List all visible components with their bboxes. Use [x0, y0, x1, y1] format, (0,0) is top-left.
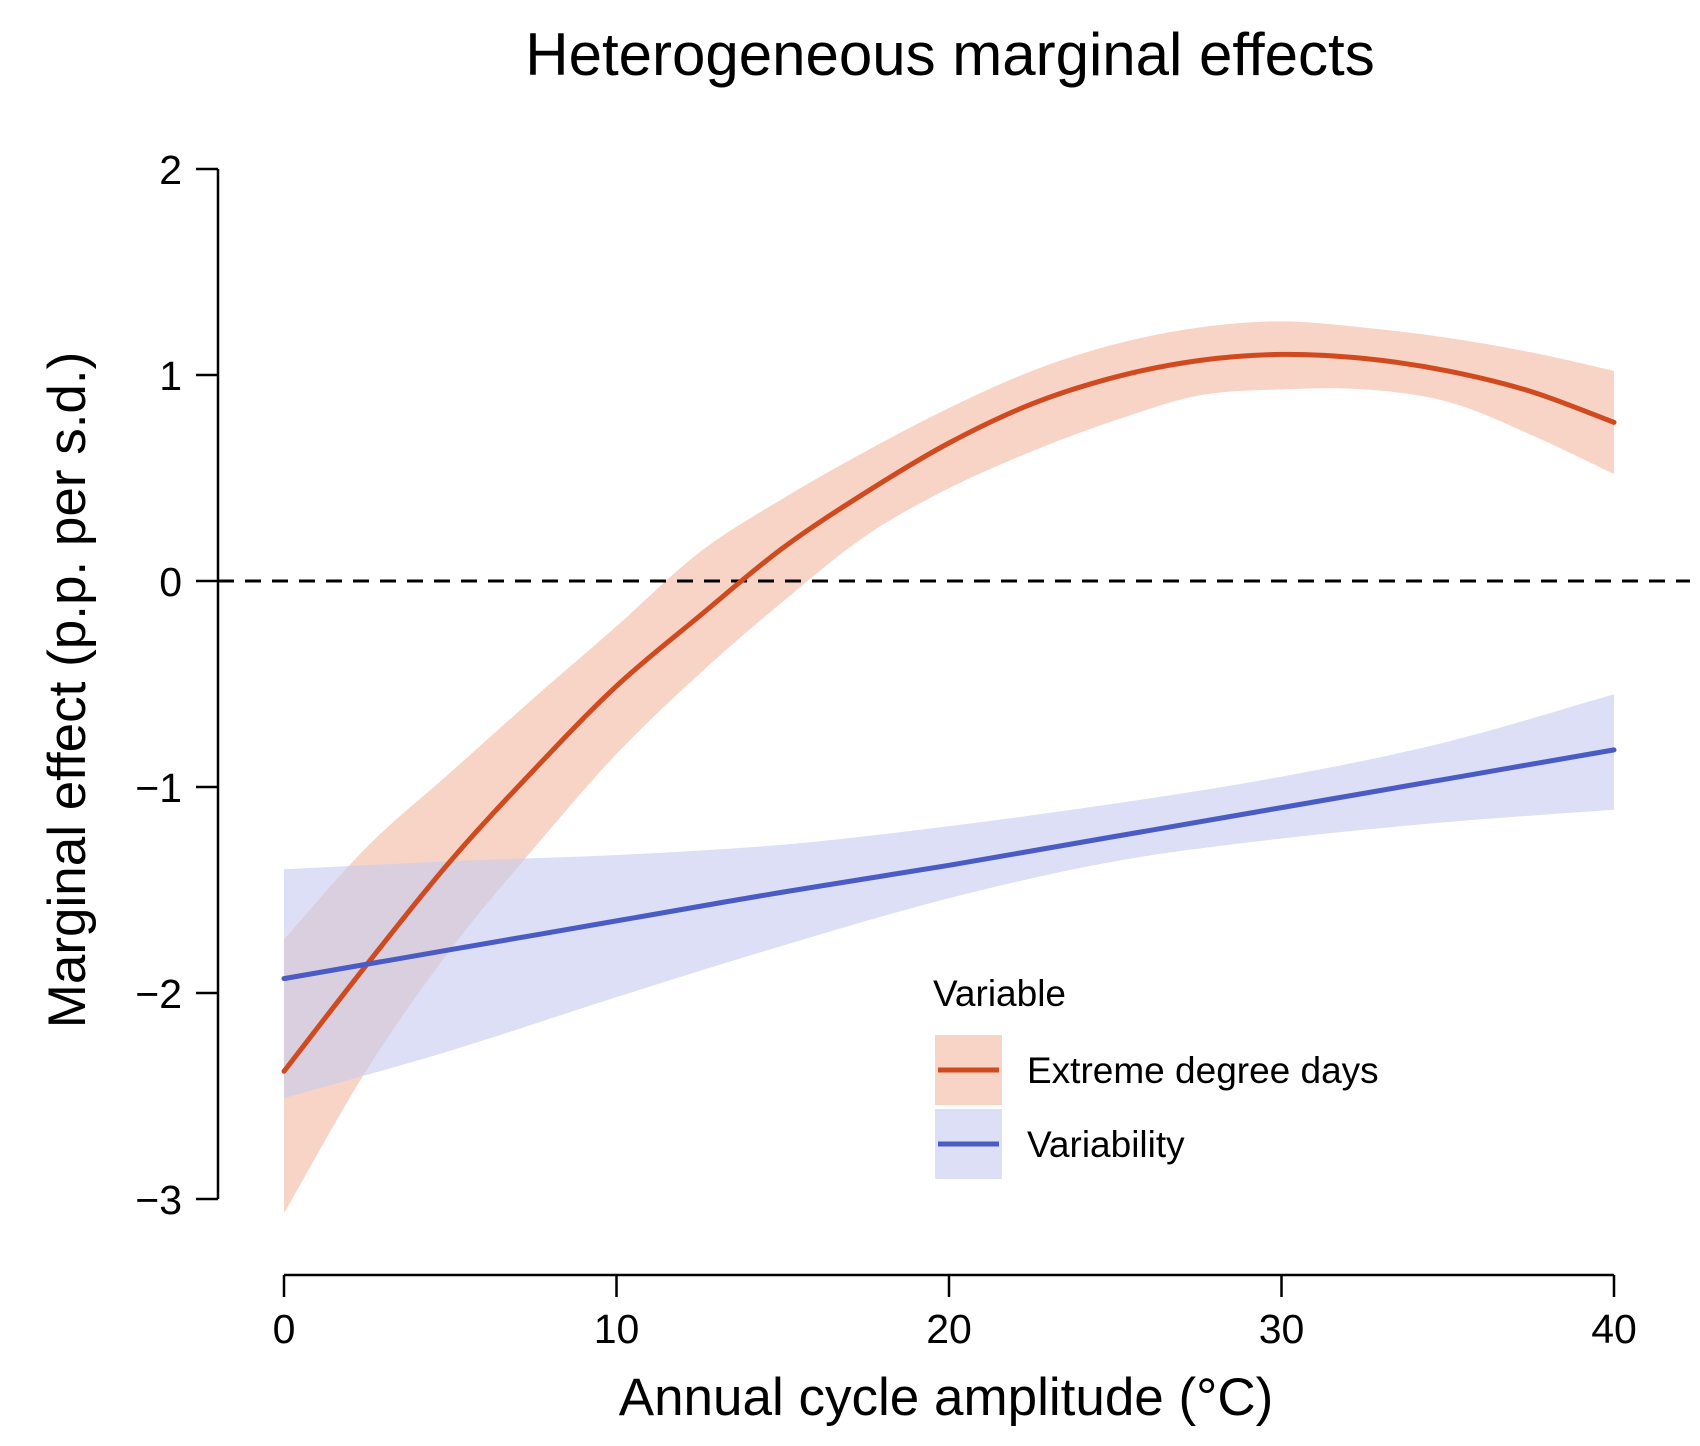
confidence-bands	[284, 321, 1614, 1214]
legend: Variable Extreme degree days Variability	[933, 973, 1379, 1179]
y-tick-label: −3	[135, 1177, 182, 1223]
confidence-band-variability	[284, 694, 1614, 1099]
x-axis-label: Annual cycle amplitude (°C)	[619, 1368, 1274, 1427]
x-tick-label: 10	[594, 1306, 640, 1352]
y-axis: −3 −2 −1 0 1 2	[135, 147, 220, 1223]
y-axis-label: Marginal effect (p.p. per s.d.)	[38, 352, 97, 1029]
y-tick-label: −2	[135, 971, 182, 1017]
x-tick-label: 20	[926, 1306, 972, 1352]
legend-items: Extreme degree days Variability	[935, 1035, 1379, 1179]
legend-title: Variable	[933, 973, 1066, 1014]
y-tick-label: 2	[159, 147, 182, 193]
series-lines	[281, 351, 1617, 1074]
x-tick-label: 40	[1591, 1306, 1637, 1352]
x-axis: 0 10 20 30 40	[273, 1273, 1637, 1352]
series-line-extreme-degree-days	[281, 351, 1617, 1074]
legend-item-variability: Variability	[935, 1109, 1185, 1179]
y-tick-label: −1	[135, 765, 182, 811]
series-line-variability	[281, 747, 1617, 982]
legend-label: Extreme degree days	[1027, 1050, 1379, 1091]
x-tick-label: 30	[1259, 1306, 1305, 1352]
chart-title: Heterogeneous marginal effects	[525, 21, 1374, 88]
legend-label: Variability	[1027, 1124, 1185, 1165]
y-tick-label: 0	[159, 559, 182, 605]
y-tick-label: 1	[159, 353, 182, 399]
x-tick-label: 0	[273, 1306, 296, 1352]
confidence-band-extreme-degree-days	[284, 321, 1614, 1214]
legend-item-extreme-degree-days: Extreme degree days	[935, 1035, 1379, 1105]
